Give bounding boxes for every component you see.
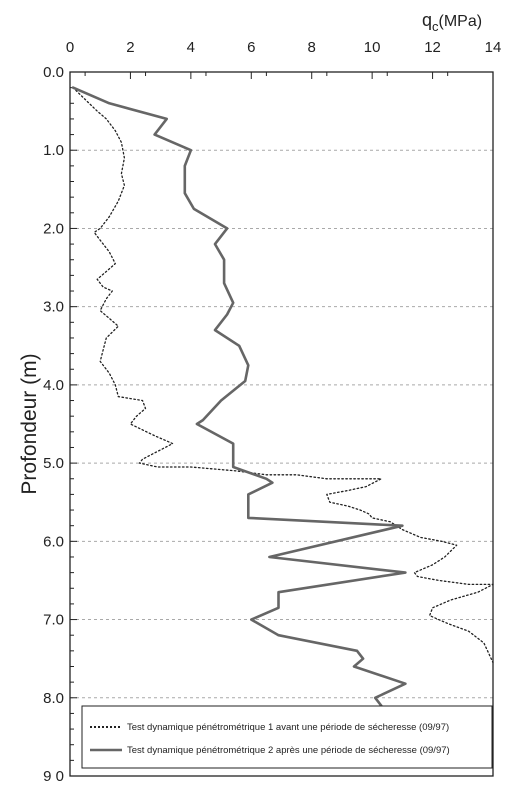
y-tick-label: 0.0 [43, 64, 64, 81]
series-layer [71, 86, 494, 707]
y-tick-label: 7.0 [43, 612, 64, 629]
y-tick-label: 8.0 [43, 690, 64, 707]
y-tick-label: 6.0 [43, 533, 64, 550]
legend-label-series-1: Test dynamique pénétrométrique 1 avant u… [127, 722, 449, 733]
legend: Test dynamique pénétrométrique 1 avant u… [81, 705, 493, 769]
y-tick-label: 5.0 [43, 455, 64, 472]
series-line-1 [72, 86, 494, 664]
plot-frame [69, 71, 494, 777]
y-tick-label: 3.0 [43, 299, 64, 316]
y-tick-label: 9 0 [43, 768, 64, 785]
x-tick-label: 12 [424, 39, 441, 56]
x-tick-label: 0 [66, 39, 74, 56]
grid-lines [70, 149, 493, 699]
series-line-2 [71, 86, 407, 707]
x-tick-label: 14 [485, 39, 502, 56]
y-axis-title: Profondeur (m) [18, 353, 41, 494]
legend-label-series-2: Test dynamique pénétrométrique 2 après u… [127, 745, 450, 756]
x-axis-title: qc(MPa) [422, 10, 482, 34]
x-tick-label: 8 [308, 39, 316, 56]
x-axis-title-main: q [422, 10, 432, 30]
x-tick-label: 10 [364, 39, 381, 56]
x-axis-title-subscript: c [432, 19, 439, 34]
x-axis-ticks: 0 2 4 6 8 10 12 14 [66, 39, 502, 79]
y-tick-label: 4.0 [43, 377, 64, 394]
x-tick-label: 6 [247, 39, 255, 56]
x-axis-title-unit: (MPa) [439, 13, 483, 30]
y-axis-ticks: 0.0 1.0 2.0 3.0 4.0 5.0 6.0 7.0 8.0 9 0 [43, 64, 77, 785]
x-tick-label: 4 [187, 39, 195, 56]
y-tick-label: 2.0 [43, 220, 64, 237]
legend-box [81, 705, 493, 769]
x-tick-label: 2 [126, 39, 134, 56]
y-tick-label: 1.0 [43, 142, 64, 159]
